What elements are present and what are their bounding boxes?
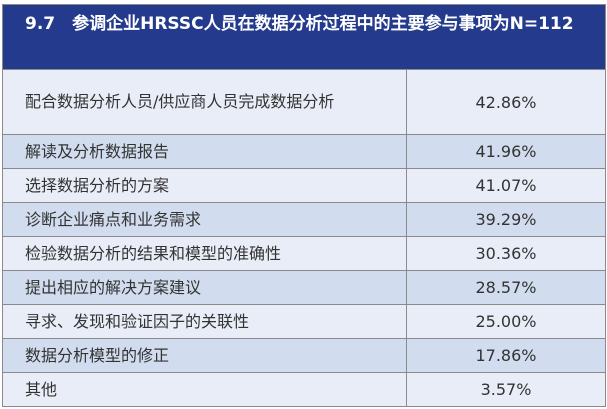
value-cell: 28.57%	[475, 278, 537, 297]
table-title: 9.7 参调企业HRSSC人员在数据分析过程中的主要参与事项为N=112	[3, 5, 605, 70]
data-table: 9.7 参调企业HRSSC人员在数据分析过程中的主要参与事项为N=112 配合数…	[2, 4, 606, 407]
table-row: 检验数据分析的结果和模型的准确性 30.36%	[3, 237, 605, 271]
value-cell: 39.29%	[475, 210, 537, 229]
item-cell: 诊断企业痛点和业务需求	[3, 203, 407, 236]
item-cell: 解读及分析数据报告	[3, 135, 407, 168]
value-cell: 3.57%	[480, 380, 532, 399]
item-cell: 提出相应的解决方案建议	[3, 271, 407, 304]
value-cell: 25.00%	[475, 312, 537, 331]
table-row: 配合数据分析人员/供应商人员完成数据分析 42.86%	[3, 70, 605, 135]
table-row: 诊断企业痛点和业务需求 39.29%	[3, 203, 605, 237]
item-cell: 配合数据分析人员/供应商人员完成数据分析	[3, 70, 407, 134]
table-row: 寻求、发现和验证因子的关联性 25.00%	[3, 305, 605, 339]
table-row: 数据分析模型的修正 17.86%	[3, 339, 605, 373]
value-cell: 30.36%	[475, 244, 537, 263]
value-cell: 41.96%	[475, 142, 537, 161]
item-cell: 寻求、发现和验证因子的关联性	[3, 305, 407, 338]
item-cell: 其他	[3, 373, 407, 406]
table-row: 其他 3.57%	[3, 373, 605, 406]
value-cell: 41.07%	[475, 176, 537, 195]
table-row: 解读及分析数据报告 41.96%	[3, 135, 605, 169]
value-cell: 17.86%	[475, 346, 537, 365]
item-cell: 检验数据分析的结果和模型的准确性	[3, 237, 407, 270]
table-row: 提出相应的解决方案建议 28.57%	[3, 271, 605, 305]
table-row: 选择数据分析的方案 41.07%	[3, 169, 605, 203]
value-cell: 42.86%	[475, 92, 537, 112]
item-cell: 选择数据分析的方案	[3, 169, 407, 202]
item-cell: 数据分析模型的修正	[3, 339, 407, 372]
